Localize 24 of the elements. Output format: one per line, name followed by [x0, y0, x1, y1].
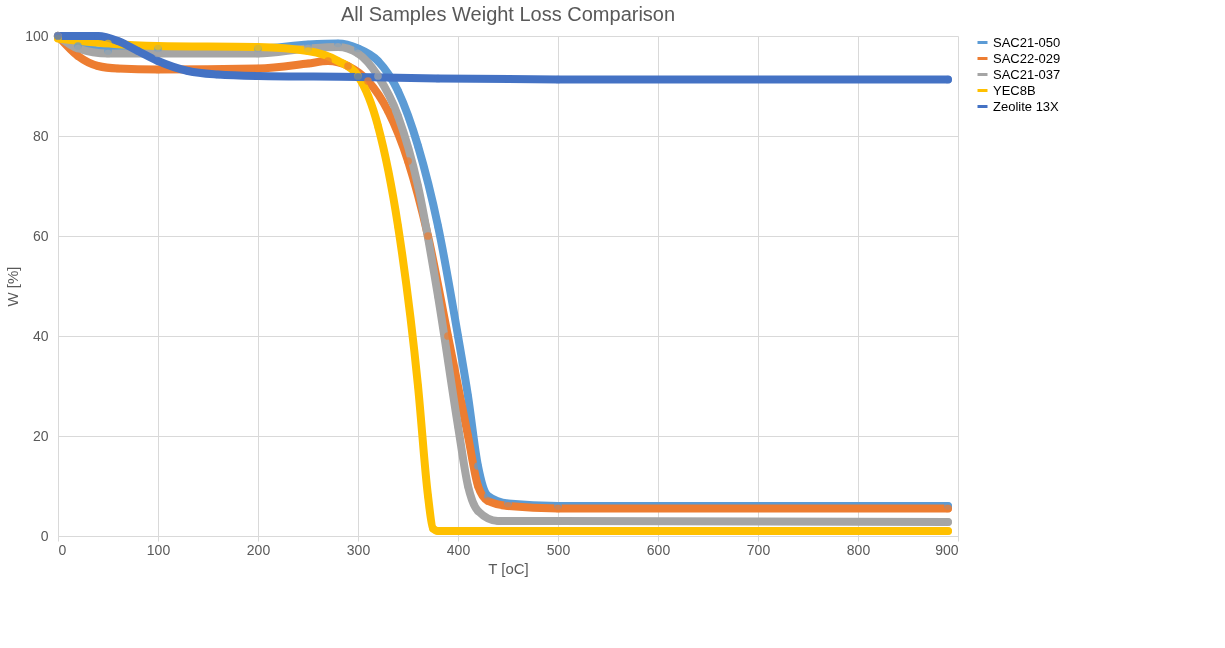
- y-axis-title: W [%]: [4, 266, 22, 307]
- x-tick-label: 900: [935, 541, 959, 558]
- x-tick-label: 200: [246, 541, 271, 558]
- x-tick-label: 100: [146, 541, 171, 558]
- y-tick-label: 100: [25, 27, 49, 44]
- legend-label: SAC22-029: [993, 50, 1061, 66]
- x-tick-label: 500: [546, 541, 571, 558]
- x-tick-label: 700: [746, 541, 771, 558]
- x-tick-label: 0: [58, 541, 67, 558]
- x-tick-label: 300: [346, 541, 371, 558]
- x-tick-label: 800: [846, 541, 871, 558]
- legend-label: YEC8B: [993, 82, 1036, 98]
- y-tick-label: 0: [40, 527, 49, 544]
- legend-label: Zeolite 13X: [993, 98, 1060, 114]
- x-tick-label: 600: [646, 541, 671, 558]
- x-tick-label: 400: [446, 541, 471, 558]
- y-tick-label: 60: [32, 227, 49, 244]
- x-axis-title: T [oC]: [488, 559, 529, 577]
- legend-label: SAC21-037: [993, 66, 1061, 82]
- legend-label: SAC21-050: [993, 34, 1061, 50]
- y-tick-label: 40: [32, 327, 49, 344]
- y-tick-label: 20: [32, 427, 49, 444]
- chart-title: All Samples Weight Loss Comparison: [340, 3, 676, 25]
- y-tick-label: 80: [32, 127, 49, 144]
